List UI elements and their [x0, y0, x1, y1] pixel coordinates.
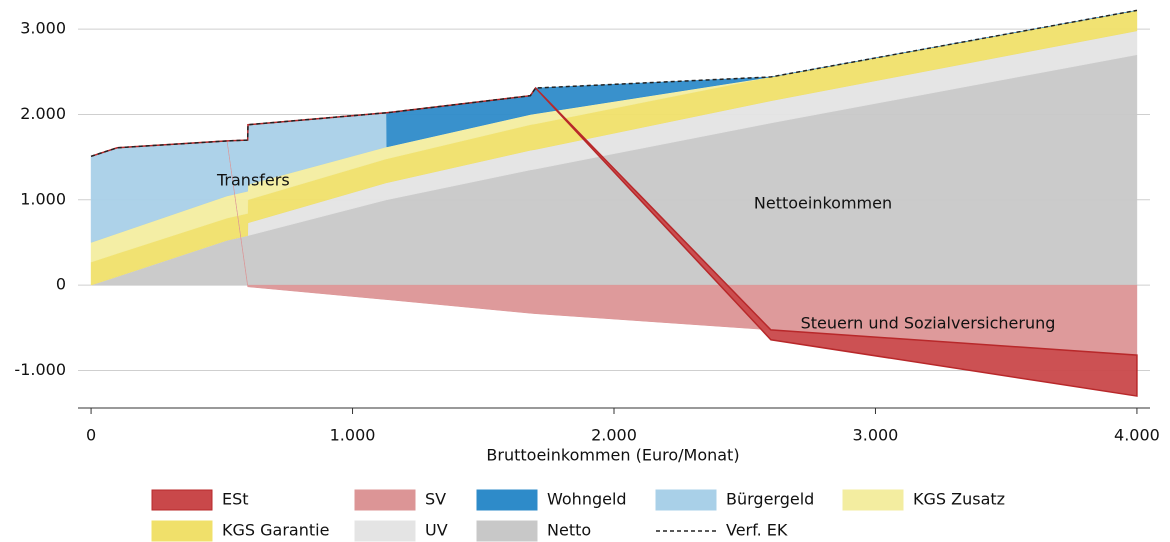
legend-swatch — [655, 489, 717, 511]
areas — [90, 10, 1138, 397]
legend-swatch — [476, 489, 538, 511]
x-tick-label: 2.000 — [591, 426, 637, 445]
annotation: Nettoeinkommen — [754, 194, 892, 213]
legend-swatch — [476, 520, 538, 542]
x-tick-label: 1.000 — [330, 426, 376, 445]
legend-label: Bürgergeld — [726, 490, 814, 509]
y-tick-label: -1.000 — [14, 360, 66, 379]
area — [90, 140, 1138, 356]
legend-swatch — [151, 520, 213, 542]
legend-swatch — [151, 489, 213, 511]
legend-label: ESt — [222, 490, 249, 509]
x-tick-label: 3.000 — [853, 426, 899, 445]
legend-label: SV — [425, 490, 446, 509]
legend-swatch — [354, 489, 416, 511]
legend-label: KGS Zusatz — [913, 490, 1005, 509]
y-tick-label: 2.000 — [20, 104, 66, 123]
legend-label: Verf. EK — [726, 521, 788, 540]
area — [90, 86, 1138, 397]
x-tick-label: 0 — [86, 426, 96, 445]
annotation: Steuern und Sozialversicherung — [801, 314, 1056, 333]
legend-label: KGS Garantie — [222, 521, 329, 540]
y-tick-label: 1.000 — [20, 189, 66, 208]
x-tick-label: 4.000 — [1114, 426, 1160, 445]
legend-swatch — [842, 489, 904, 511]
legend-label: Wohngeld — [547, 490, 627, 509]
annotation: Transfers — [216, 171, 290, 190]
legend-swatch — [354, 520, 416, 542]
line — [90, 9, 1138, 158]
y-tick-label: 3.000 — [20, 19, 66, 38]
y-tick-label: 0 — [56, 275, 66, 294]
legend-label: UV — [425, 521, 448, 540]
x-axis-label: Bruttoeinkommen (Euro/Monat) — [486, 446, 739, 465]
legend-label: Netto — [547, 521, 591, 540]
